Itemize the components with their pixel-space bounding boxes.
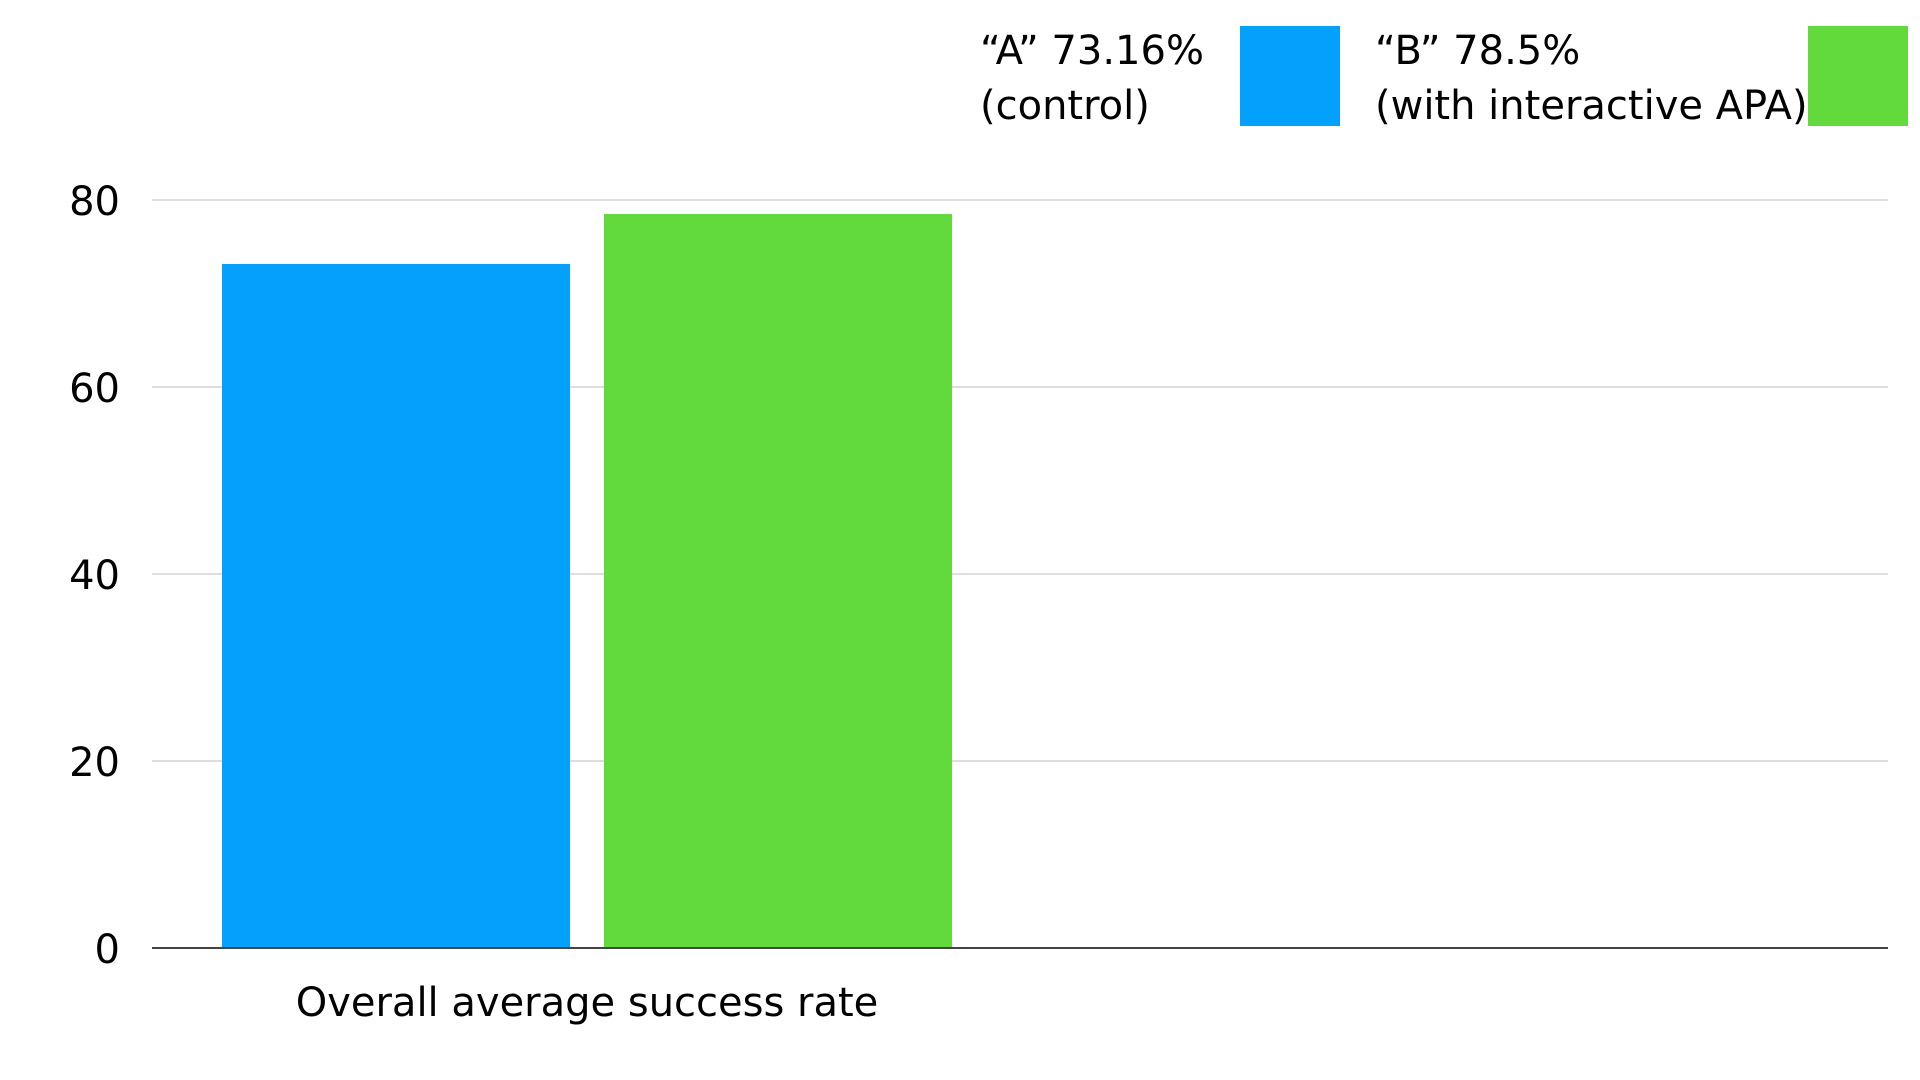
x-axis: Overall average success rate [152,947,1888,1026]
y-tick-label-0: 0 [95,927,120,973]
legend-label-b-line1: “B” 78.5% [1375,28,1581,74]
legend-label-a: “A” 73.16% (control) [980,24,1204,134]
legend-label-a-line1: “A” 73.16% [980,28,1204,74]
legend-label-b: “B” 78.5% (with interactive APA) [1375,24,1808,134]
legend-item-a: “A” 73.16% (control) [980,24,1340,134]
legend-label-a-line2: (control) [980,83,1150,129]
y-axis: 0 20 40 60 80 [69,179,120,973]
y-tick-label-20: 20 [69,740,120,786]
bar-a [222,263,570,949]
bars [222,214,952,949]
legend-label-b-line2: (with interactive APA) [1375,83,1808,129]
y-tick-label-40: 40 [69,553,120,599]
bar-b [604,214,952,948]
y-tick-label-80: 80 [69,179,120,225]
legend-swatch-b [1808,26,1908,126]
legend: “A” 73.16% (control) “B” 78.5% (with int… [0,24,1920,134]
legend-item-b: “B” 78.5% (with interactive APA) [1375,24,1920,134]
x-category-label: Overall average success rate [296,980,879,1026]
y-tick-label-60: 60 [69,366,120,412]
legend-swatch-a [1240,26,1340,126]
